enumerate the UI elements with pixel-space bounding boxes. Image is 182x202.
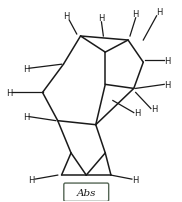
- Text: H: H: [134, 108, 140, 118]
- Text: H: H: [157, 8, 163, 17]
- Text: H: H: [63, 12, 69, 21]
- FancyBboxPatch shape: [64, 183, 109, 201]
- Text: H: H: [151, 105, 157, 114]
- Text: H: H: [6, 88, 12, 97]
- Text: H: H: [98, 14, 105, 23]
- Text: H: H: [23, 64, 29, 73]
- Text: H: H: [29, 175, 35, 184]
- Text: H: H: [132, 175, 138, 184]
- Text: H: H: [164, 80, 171, 89]
- Text: Abs: Abs: [76, 188, 96, 197]
- Text: H: H: [132, 10, 139, 19]
- Text: H: H: [23, 113, 29, 122]
- Text: H: H: [164, 56, 171, 65]
